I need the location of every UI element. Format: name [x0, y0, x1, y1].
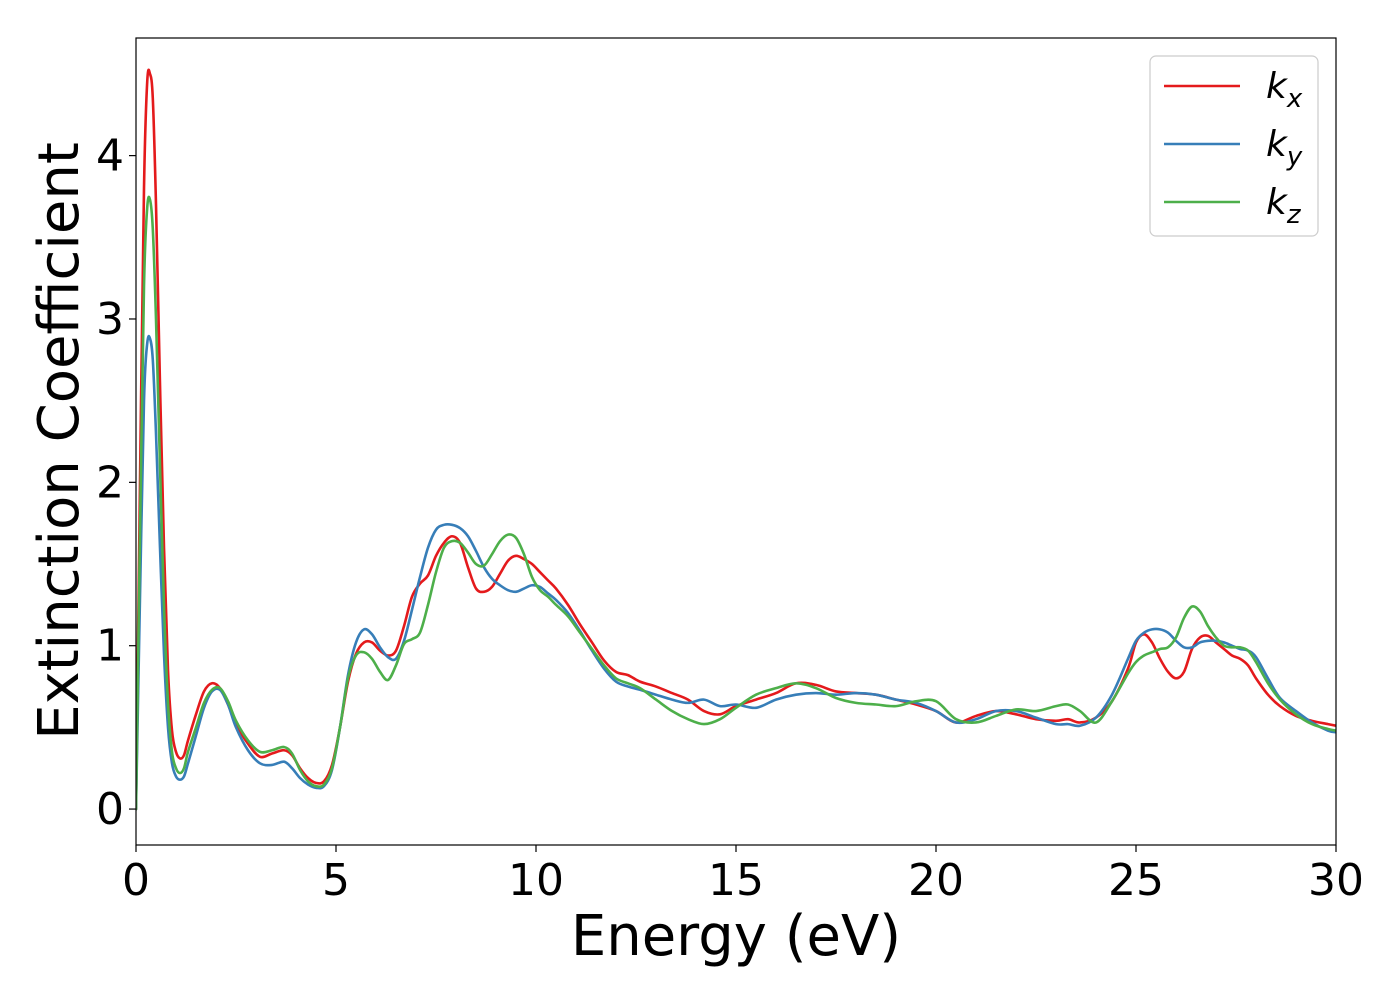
legend: kx ky kz — [1149, 55, 1319, 237]
series-layer — [136, 68, 1336, 811]
legend-label-ky: ky — [1266, 124, 1303, 172]
series-lines — [136, 68, 1336, 811]
legend-box — [1149, 55, 1319, 237]
x-tick-label: 5 — [322, 855, 350, 906]
y-tick-label: 4 — [96, 131, 124, 182]
x-tick-label: 20 — [908, 855, 964, 906]
x-axis-label: Energy (eV) — [571, 904, 901, 969]
x-tick-label: 15 — [708, 855, 764, 906]
y-tick-label: 0 — [96, 784, 124, 835]
legend-label-kx: kx — [1266, 66, 1303, 114]
x-tick-label: 0 — [122, 855, 150, 906]
y-tick-label: 3 — [96, 294, 124, 345]
series-line-kz — [136, 195, 1336, 811]
legend-label-kz: kz — [1266, 182, 1302, 230]
y-axis-ticks: 0 1 2 3 4 — [96, 131, 136, 835]
x-tick-label: 10 — [508, 855, 564, 906]
x-tick-label: 30 — [1308, 855, 1364, 906]
y-tick-label: 1 — [96, 621, 124, 672]
y-axis-label: Extinction Coefficient — [27, 142, 92, 740]
x-axis-ticks: 0 5 10 15 20 25 30 — [122, 845, 1364, 906]
x-tick-label: 25 — [1108, 855, 1164, 906]
series-line-kx — [136, 68, 1336, 811]
plot-area-background — [136, 38, 1336, 845]
y-tick-label: 2 — [96, 457, 124, 508]
